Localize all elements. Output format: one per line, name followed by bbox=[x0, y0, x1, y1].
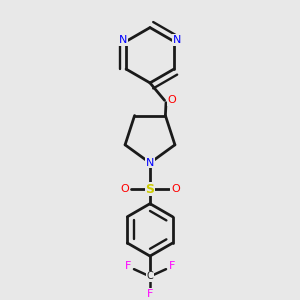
Text: O: O bbox=[120, 184, 129, 194]
Text: C: C bbox=[147, 272, 153, 281]
Text: N: N bbox=[146, 158, 154, 168]
Text: F: F bbox=[169, 261, 175, 271]
Text: S: S bbox=[146, 183, 154, 196]
Text: N: N bbox=[173, 35, 181, 45]
Text: N: N bbox=[119, 35, 127, 45]
Text: F: F bbox=[125, 261, 131, 271]
Text: O: O bbox=[167, 95, 176, 105]
Text: F: F bbox=[147, 289, 153, 299]
Text: O: O bbox=[171, 184, 180, 194]
